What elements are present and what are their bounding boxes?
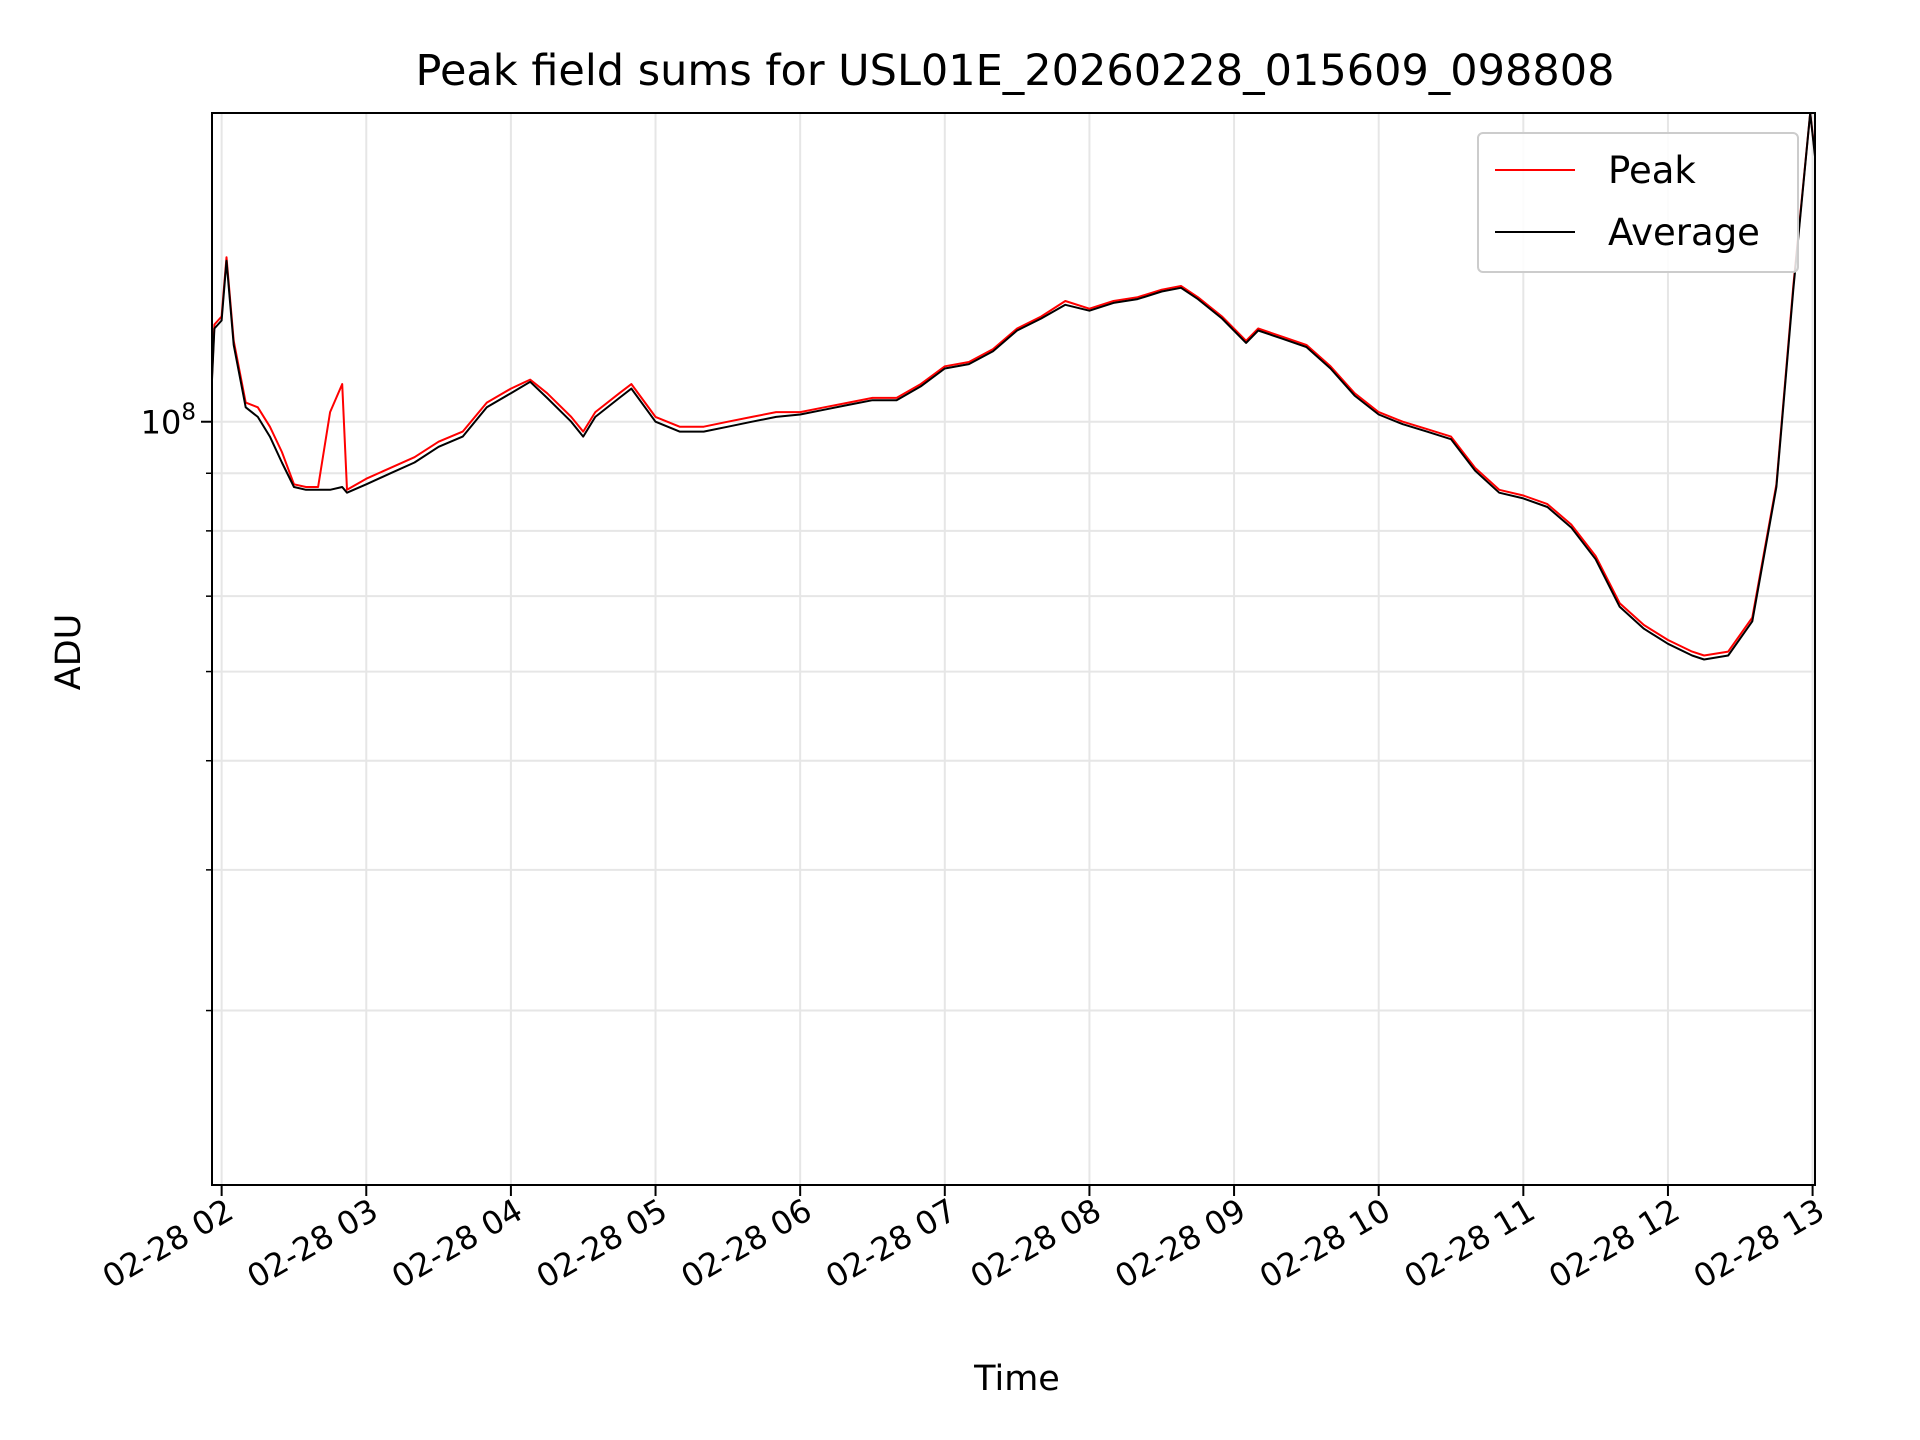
- grid-lines: [212, 113, 1815, 1185]
- y-axis-ticks: 108: [141, 400, 212, 1012]
- legend-box: [1477, 132, 1799, 273]
- y-axis-label: ADU: [49, 614, 89, 691]
- axes: [211, 112, 1816, 1186]
- x-axis-label: Time: [973, 1359, 1060, 1399]
- series-line-peak: [211, 112, 1816, 657]
- legend-label-average: Average: [1608, 211, 1760, 254]
- legend: Peak Average: [1477, 132, 1799, 273]
- y-tick-label: 108: [141, 400, 196, 442]
- series-layer: [211, 112, 1816, 661]
- chart-title: Peak field sums for USL01E_20260228_0156…: [416, 46, 1615, 96]
- plot-frame: [211, 112, 1816, 1186]
- legend-label-peak: Peak: [1608, 149, 1696, 192]
- series-line-average: [211, 112, 1816, 661]
